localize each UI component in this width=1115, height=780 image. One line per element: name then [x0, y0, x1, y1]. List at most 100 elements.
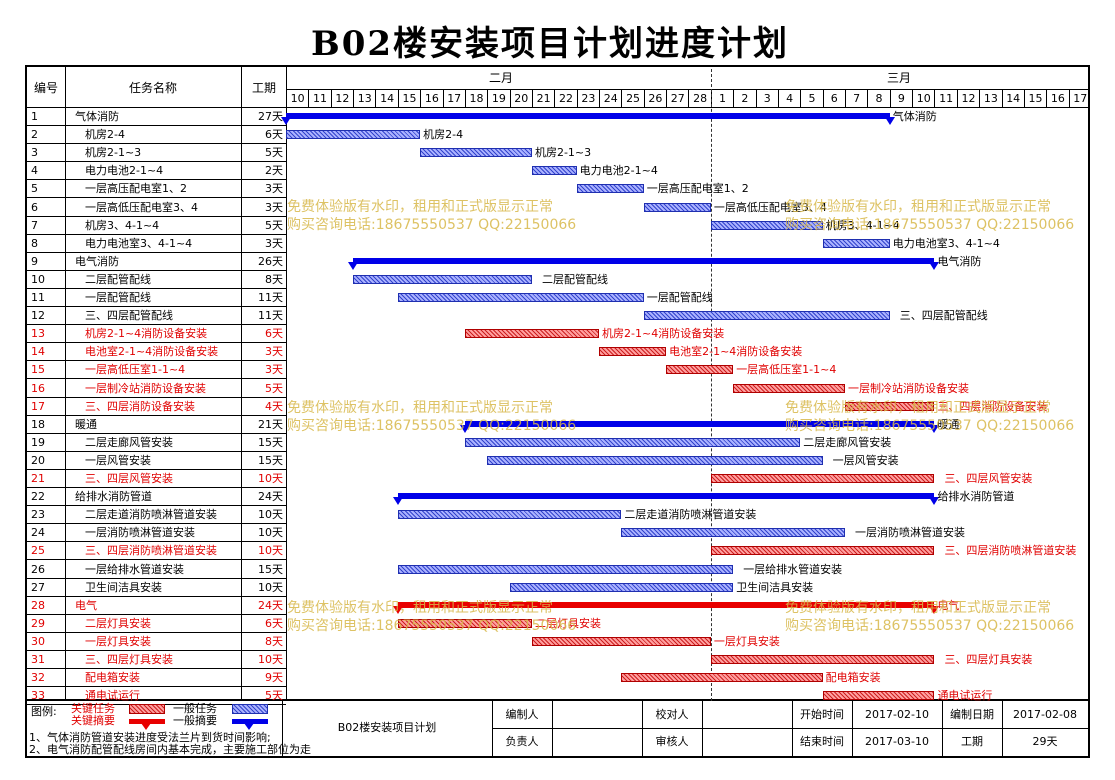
day-header-cell: 12: [956, 90, 979, 107]
task-row[interactable]: 31 三、四层灯具安装 10天 三、四层灯具安装: [27, 651, 1088, 670]
task-bar[interactable]: [353, 274, 532, 284]
task-bar[interactable]: [710, 474, 935, 483]
task-bar[interactable]: [599, 347, 667, 357]
task-bar[interactable]: [576, 184, 644, 194]
task-bar[interactable]: [531, 166, 577, 176]
made-date-label: 编制日期: [950, 708, 994, 721]
task-row[interactable]: 5 一层高压配电室1、2 3天 一层高压配电室1、2: [27, 180, 1088, 199]
task-bar[interactable]: [286, 130, 421, 140]
task-bar-label: 电池室2-1~4消防设备安装: [669, 345, 803, 359]
task-duration: 10天: [258, 508, 283, 522]
task-row[interactable]: 15 一层高低压室1-1~4 3天 一层高低压室1-1~4: [27, 361, 1088, 380]
task-duration: 27天: [258, 110, 283, 123]
task-name: 一层制冷站消防设备安装: [85, 381, 206, 395]
task-bar[interactable]: [733, 383, 845, 393]
day-header-cell: 18: [464, 90, 487, 107]
task-row[interactable]: 3 机房2-1~3 5天 机房2-1~3: [27, 144, 1088, 163]
owner-label: 负责人: [505, 735, 539, 748]
summary-bar[interactable]: [464, 420, 935, 427]
task-id: 1: [31, 110, 38, 123]
watermark: 免费体验版有水印，租用和正式版显示正常: [785, 400, 1051, 416]
task-bar[interactable]: [666, 365, 734, 375]
task-bar[interactable]: [509, 582, 734, 592]
task-bar[interactable]: [643, 202, 711, 212]
task-bar[interactable]: [621, 528, 845, 538]
day-header-cell: 22: [554, 90, 576, 107]
today-line: [710, 69, 712, 701]
task-bar[interactable]: [710, 655, 935, 664]
task-bar[interactable]: [822, 691, 935, 701]
task-duration: 24天: [258, 598, 283, 612]
task-bar-label: 二层走廊风管安装: [803, 435, 892, 449]
task-row[interactable]: 12 三、四层配管配线 11天 三、四层配管配线: [27, 307, 1088, 326]
day-header-cell: 9: [889, 90, 912, 107]
task-row[interactable]: 29 二层灯具安装 6天 二层灯具安装: [27, 615, 1088, 633]
summary-bar[interactable]: [353, 257, 935, 264]
task-id: 14: [31, 345, 45, 359]
task-id: 2: [31, 128, 38, 142]
task-bar[interactable]: [397, 618, 532, 628]
task-row[interactable]: 14 电池室2-1~4消防设备安装 3天 电池室2-1~4消防设备安装: [27, 343, 1088, 362]
task-row[interactable]: 4 电力电池2-1~4 2天 电力电池2-1~4: [27, 162, 1088, 181]
task-bar[interactable]: [397, 293, 644, 302]
task-row[interactable]: 27 卫生间洁具安装 10天 卫生间洁具安装: [27, 579, 1088, 597]
task-bar[interactable]: [464, 329, 600, 339]
task-bar[interactable]: [464, 437, 801, 447]
task-row[interactable]: 19 二层走廊风管安装 15天 二层走廊风管安装: [27, 434, 1088, 452]
task-bar-label: 一层高低压配电室3、4: [713, 200, 827, 214]
day-header-cell: 27: [666, 90, 688, 107]
summary-bar[interactable]: [286, 113, 890, 119]
day-header-cell: 8: [867, 90, 889, 107]
summary-end-marker: [459, 424, 470, 433]
summary-bar[interactable]: [397, 601, 935, 608]
task-bar-label: 一层配管配线: [646, 291, 713, 304]
task-row[interactable]: 7 机房3、4-1~4 5天 机房3、4-1~4: [27, 217, 1088, 235]
task-bar[interactable]: [643, 311, 890, 321]
summary-bar[interactable]: [397, 493, 935, 500]
task-bar[interactable]: [397, 564, 734, 574]
task-row[interactable]: 1 气体消防 27天 气体消防: [27, 108, 1088, 127]
task-row[interactable]: 22 给排水消防管道 24天 给排水消防管道: [27, 488, 1088, 507]
task-id: 7: [31, 218, 38, 232]
day-header-cell: 24: [599, 90, 621, 107]
task-duration: 10天: [258, 580, 283, 594]
task-bar-label: 三、四层风管安装: [944, 472, 1033, 485]
task-row[interactable]: 18 暖通 21天 暖通: [27, 416, 1088, 434]
task-bar[interactable]: [531, 636, 711, 646]
task-row[interactable]: 6 一层高低压配电室3、4 3天 一层高低压配电室3、4: [27, 199, 1088, 217]
task-row[interactable]: 17 三、四层消防设备安装 4天 三、四层消防设备安装: [27, 398, 1088, 416]
task-bar[interactable]: [397, 510, 622, 520]
task-bar[interactable]: [822, 238, 890, 248]
task-row[interactable]: 32 配电箱安装 9天 配电箱安装: [27, 669, 1088, 688]
task-bar[interactable]: [621, 673, 823, 683]
task-row[interactable]: 8 电力电池室3、4-1~4 3天 电力电池室3、4-1~4: [27, 235, 1088, 253]
task-name: 机房2-4: [85, 128, 125, 142]
task-bar-label: 三、四层消防喷淋管道安装: [944, 544, 1077, 558]
watermark: 免费体验版有水印，租用和正式版显示正常: [785, 600, 1051, 616]
task-bar-label: 二层配管配线: [541, 272, 608, 286]
task-row[interactable]: 24 一层消防喷淋管道安装 10天 一层消防喷淋管道安装: [27, 524, 1088, 543]
task-row[interactable]: 21 三、四层风管安装 10天 三、四层风管安装: [27, 470, 1088, 489]
task-row[interactable]: 13 机房2-1~4消防设备安装 6天 机房2-1~4消防设备安装: [27, 325, 1088, 344]
task-row[interactable]: 11 一层配管配线 11天 一层配管配线: [27, 289, 1088, 308]
task-bar[interactable]: [710, 220, 823, 230]
task-duration: 21天: [258, 417, 283, 431]
task-row[interactable]: 9 电气消防 26天 电气消防: [27, 253, 1088, 271]
task-row[interactable]: 28 电气 24天 电气: [27, 597, 1088, 615]
task-row[interactable]: 25 三、四层消防喷淋管道安装 10天 三、四层消防喷淋管道安装: [27, 542, 1088, 561]
reviewer-label: 审核人: [655, 735, 689, 748]
task-row[interactable]: 23 二层走道消防喷淋管道安装 10天 二层走道消防喷淋管道安装: [27, 506, 1088, 525]
task-row[interactable]: 26 一层给排水管道安装 15天 一层给排水管道安装: [27, 561, 1088, 579]
task-row[interactable]: 30 一层灯具安装 8天 一层灯具安装: [27, 633, 1088, 651]
task-bar[interactable]: [487, 455, 823, 465]
task-row[interactable]: 2 机房2-4 6天 机房2-4: [27, 126, 1088, 145]
task-row[interactable]: 10 二层配管配线 8天 二层配管配线: [27, 271, 1088, 289]
task-bar[interactable]: [845, 401, 935, 411]
task-duration: 15天: [258, 435, 283, 449]
task-row[interactable]: 20 一层风管安装 15天 一层风管安装: [27, 452, 1088, 470]
task-bar[interactable]: [710, 546, 935, 556]
task-bar[interactable]: [420, 148, 532, 158]
day-header-cell: 10: [286, 90, 308, 107]
task-bar-label: 给排水消防管道: [937, 490, 1015, 504]
task-row[interactable]: 16 一层制冷站消防设备安装 5天 一层制冷站消防设备安装: [27, 380, 1088, 398]
